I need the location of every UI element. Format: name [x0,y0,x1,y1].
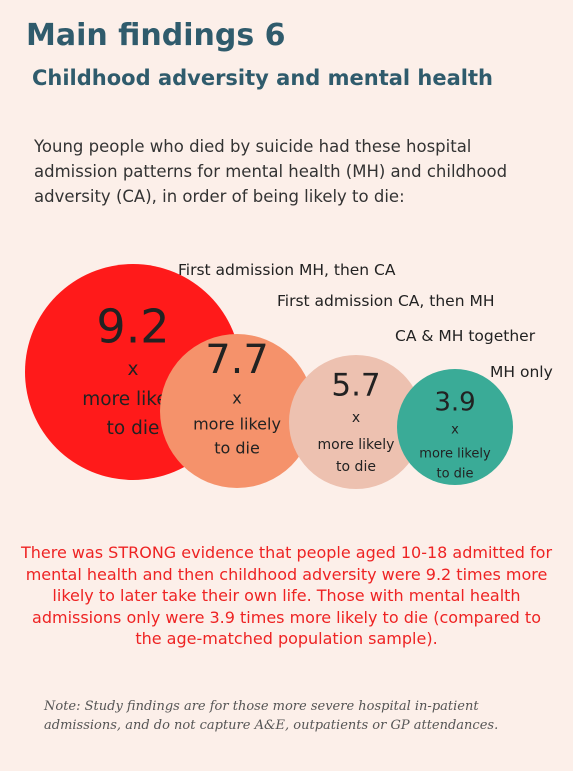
bubble-multiplier: x [128,359,139,380]
finding: There was STRONG evidence that people ag… [20,543,553,648]
bubble-label: CA & MH together [395,327,536,345]
bubble-multiplier: x [352,410,360,426]
bubble-value: 5.7 [331,368,380,404]
bubble-caption: more likely [82,389,184,410]
intro: Young people who died by suicide had the… [34,137,508,206]
bubble-caption: to die [107,418,160,439]
bubble-label: MH only [490,363,553,381]
bubble-caption: to die [214,439,260,458]
bubble [289,355,423,489]
bubble-caption: more likely [318,437,395,453]
title: Main findings 6 [26,18,286,53]
bubble-multiplier: x [451,423,459,438]
bubble-caption: more likely [419,447,491,462]
bubble-value: 9.2 [96,300,169,354]
note: Note: Study findings are for those more … [44,699,499,733]
bubble-multiplier: x [232,389,241,408]
bubble-value: 3.9 [434,388,475,418]
bubble-label: First admission CA, then MH [277,292,494,310]
bubble-label: First admission MH, then CA [178,261,396,279]
bubble-caption: more likely [193,415,281,434]
bubble-value: 7.7 [205,337,269,383]
bubble [160,334,314,488]
bubble [397,369,513,485]
bubble-caption: to die [436,467,473,482]
subtitle: Childhood adversity and mental health [32,66,493,90]
bubble-caption: to die [336,459,376,475]
